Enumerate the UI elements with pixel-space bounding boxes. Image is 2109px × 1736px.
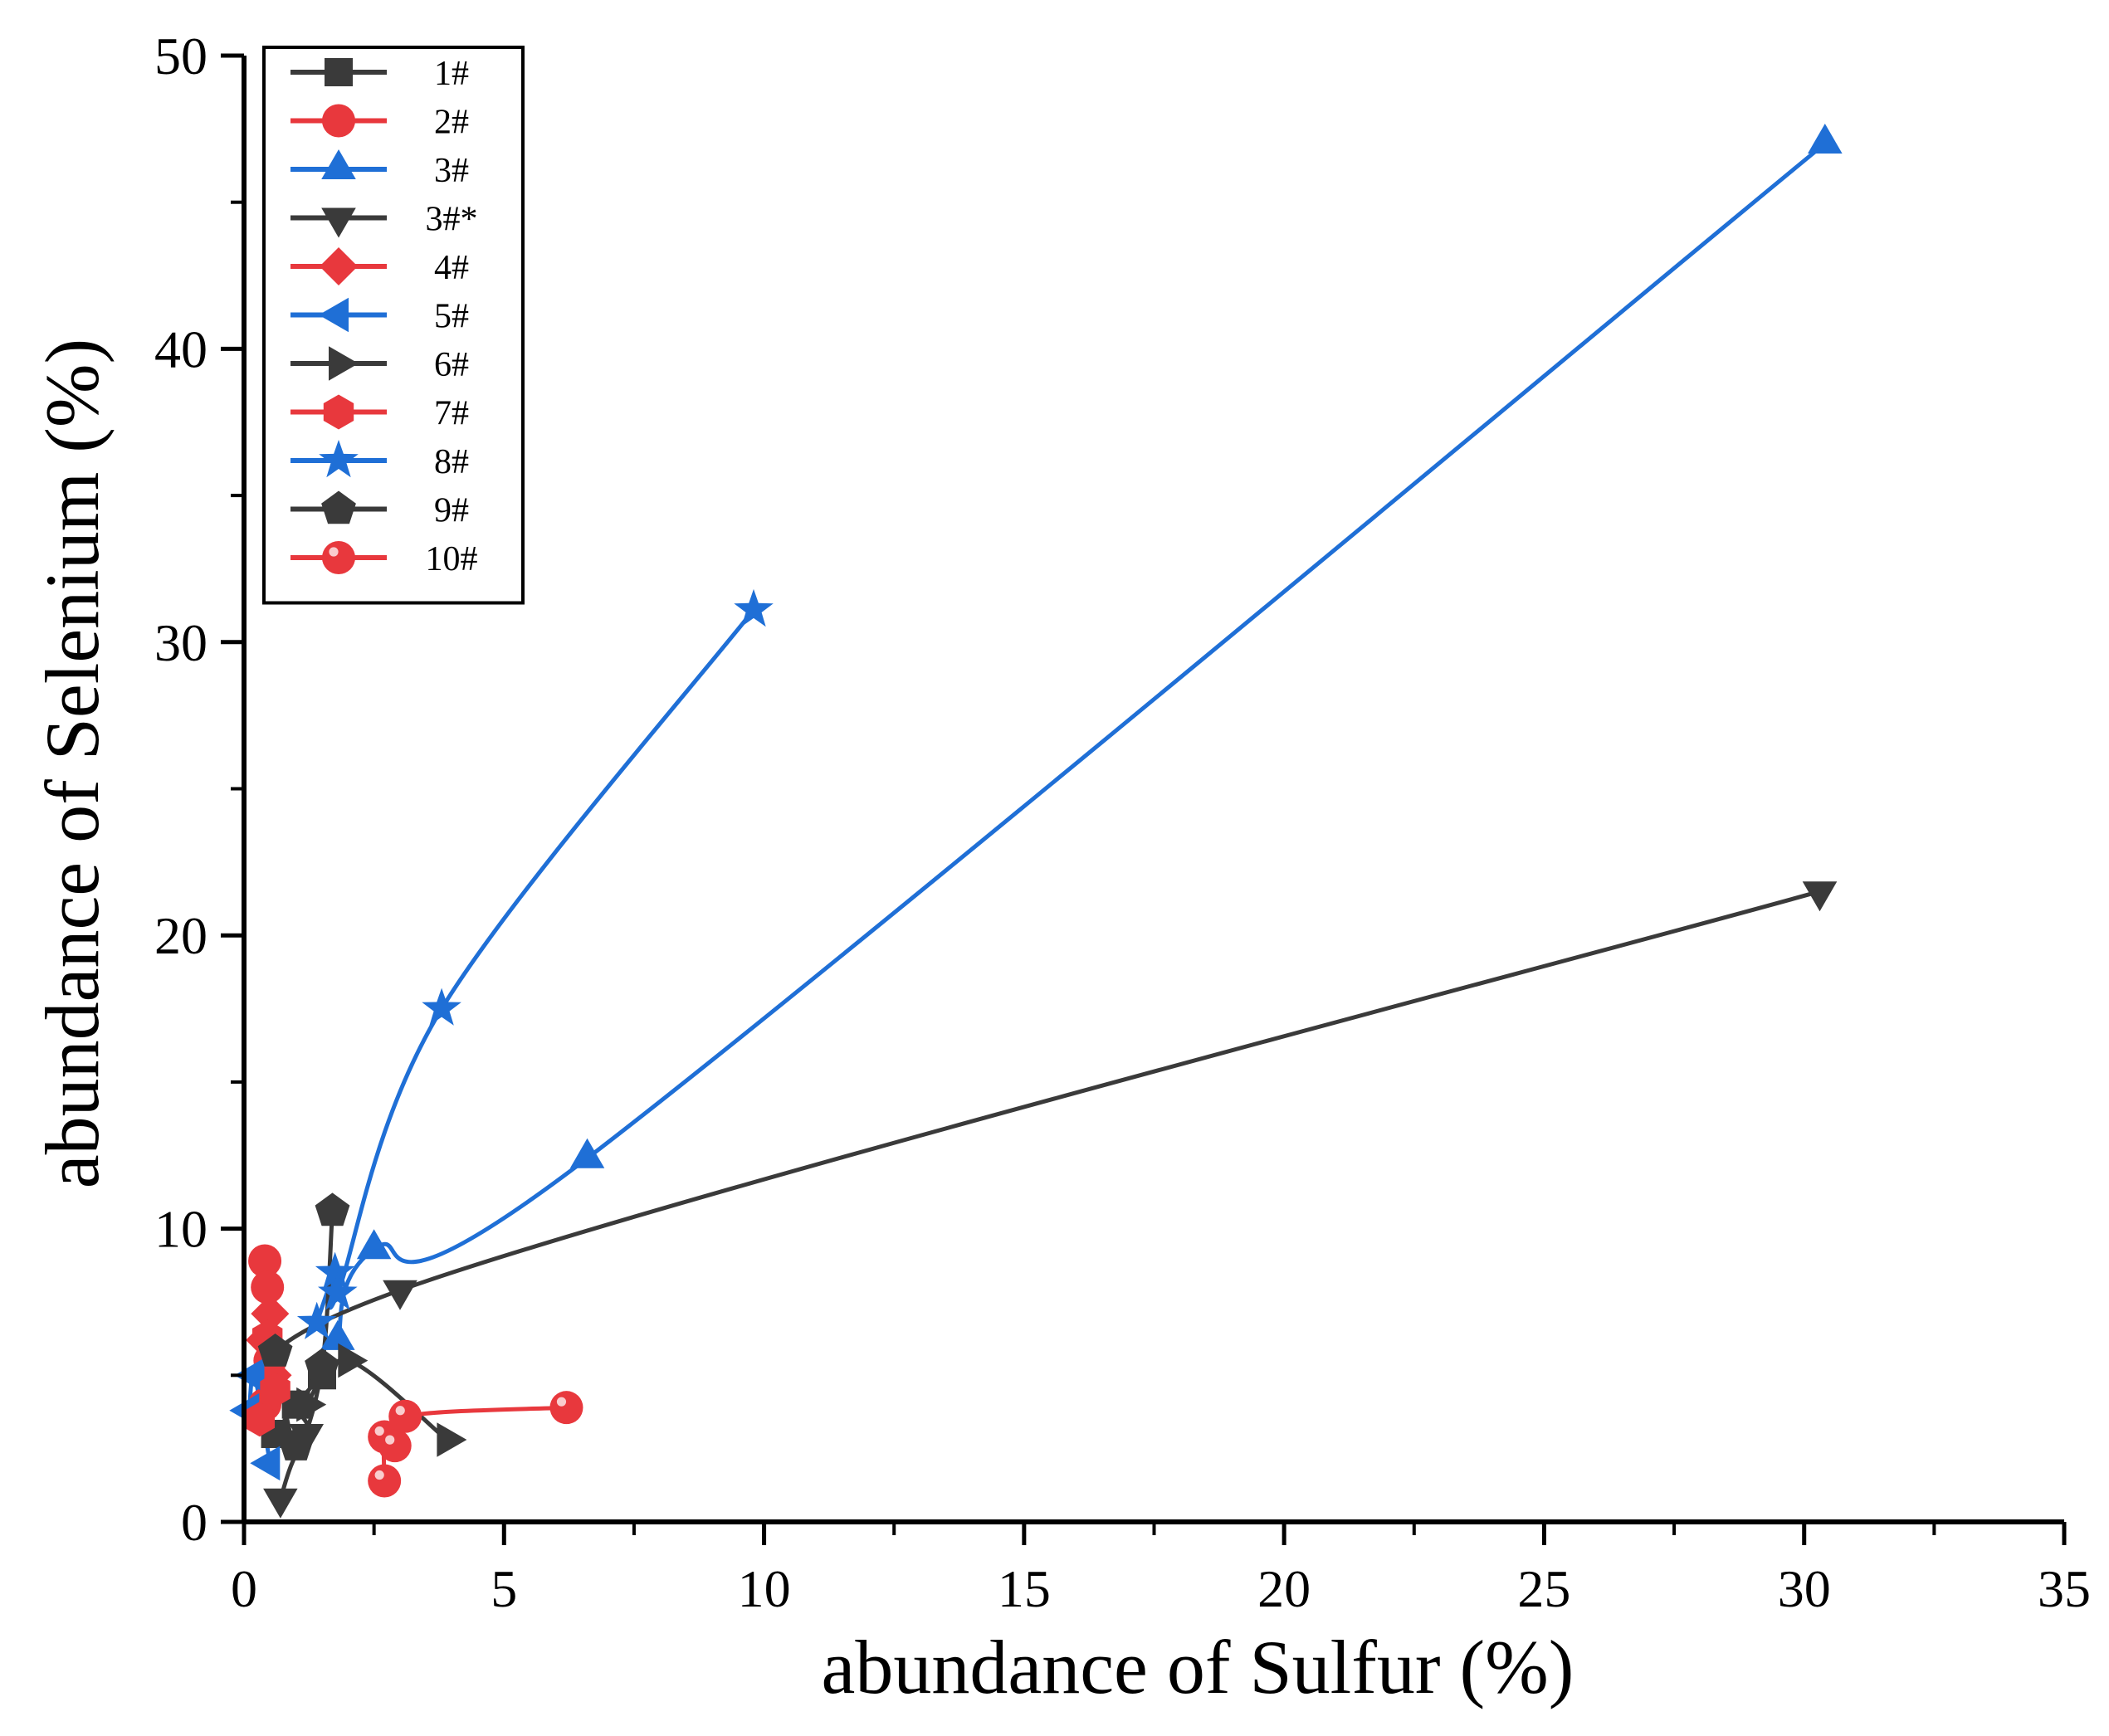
point-9 <box>305 1348 339 1382</box>
point-2 <box>248 1244 282 1278</box>
legend-marker-3star <box>321 207 356 238</box>
x-tick-label: 15 <box>998 1559 1051 1618</box>
legend-label: 10# <box>426 540 478 578</box>
point-10 <box>549 1391 583 1425</box>
ball-body <box>549 1391 583 1425</box>
point-5 <box>234 1358 265 1393</box>
ball-highlight <box>395 1406 405 1416</box>
legend-entry-2: 2# <box>290 104 469 142</box>
point-3 <box>569 1138 605 1168</box>
ball-highlight <box>374 1426 384 1436</box>
legend-label: 7# <box>434 395 469 433</box>
x-axis-title: abundance of Sulfur (%) <box>822 1625 1574 1709</box>
point-6 <box>338 1343 369 1378</box>
legend-entry-10: 10# <box>290 540 478 578</box>
fit-curve-3star <box>261 889 1822 1501</box>
fit-curve-8 <box>315 607 756 1325</box>
x-tick-label: 25 <box>1517 1559 1570 1618</box>
legend-marker-10 <box>322 541 355 574</box>
y-axis-title: abundance of Selenium (%) <box>30 339 115 1188</box>
x-tick-label: 5 <box>491 1559 517 1618</box>
legend-entry-4: 4# <box>290 247 469 287</box>
point-8 <box>296 1301 337 1339</box>
point-8 <box>318 1272 358 1310</box>
legend-marker-9 <box>321 490 356 524</box>
axes: 0 5 10 15 20 25 30 35 0 10 20 30 40 50 <box>154 27 2091 1618</box>
legend-label: 9# <box>434 492 469 530</box>
point-6 <box>296 1387 327 1422</box>
point-3star <box>263 1488 298 1519</box>
legend-label: 6# <box>434 346 469 384</box>
ball-highlight <box>374 1470 384 1480</box>
point-10 <box>378 1429 412 1463</box>
point-6 <box>437 1422 467 1457</box>
legend-marker-1 <box>325 58 353 86</box>
legend-label: 4# <box>434 249 469 287</box>
point-3 <box>356 1229 392 1260</box>
legend-entry-5: 5# <box>290 298 469 336</box>
legend-marker-7 <box>323 394 354 430</box>
point-9 <box>315 1192 350 1226</box>
y-tick-label: 50 <box>154 27 207 85</box>
y-tick-label: 0 <box>181 1493 207 1552</box>
point-7 <box>244 1402 275 1437</box>
point-3star <box>383 1280 417 1310</box>
fit-curve-3 <box>335 141 1828 1343</box>
legend-entry-1: 1# <box>290 55 469 93</box>
y-tick-label: 30 <box>154 613 207 672</box>
ball-highlight <box>385 1435 395 1445</box>
point-8 <box>422 987 461 1026</box>
legend-marker-2 <box>322 104 355 138</box>
legend-marker-8 <box>319 440 359 478</box>
y-tick-label: 10 <box>154 1200 207 1259</box>
ball-highlight <box>329 547 339 557</box>
data-points <box>229 124 1843 1519</box>
point-3 <box>1808 124 1843 154</box>
legend-label: 8# <box>434 443 469 481</box>
legend-entry-8: 8# <box>290 440 469 481</box>
point-10 <box>388 1399 422 1433</box>
point-9 <box>278 1427 314 1460</box>
point-9 <box>257 1334 293 1367</box>
legend-marker-5 <box>319 297 349 333</box>
x-tick-label: 0 <box>231 1559 257 1618</box>
point-10 <box>368 1464 402 1498</box>
legend-marker-3 <box>321 149 356 179</box>
point-8 <box>315 1251 355 1290</box>
point-8 <box>734 588 774 627</box>
y-tick-label: 20 <box>154 906 207 965</box>
legend-box <box>262 46 525 605</box>
x-tick-label: 35 <box>2038 1559 2091 1618</box>
point-2 <box>251 1270 285 1304</box>
point-3 <box>320 1319 355 1350</box>
point-3star <box>1802 881 1838 912</box>
legend-label: 3#* <box>426 201 478 239</box>
legend-entry-3: 3# <box>290 149 469 190</box>
x-tick-label: 10 <box>738 1559 791 1618</box>
x-tick-label: 20 <box>1257 1559 1311 1618</box>
ball-body <box>322 541 355 574</box>
point-4 <box>251 1295 290 1334</box>
legend: 1# 2# 3# 3#* 4# 5# 6# 7# 8# 9# 10# <box>262 46 525 605</box>
x-tick-label: 30 <box>1778 1559 1831 1618</box>
ball-body <box>388 1399 422 1433</box>
legend-entry-7: 7# <box>290 394 469 433</box>
legend-entry-9: 9# <box>290 490 469 530</box>
legend-entry-3star: 3#* <box>290 201 478 239</box>
legend-marker-6 <box>329 346 359 381</box>
point-7 <box>260 1373 290 1407</box>
legend-entry-6: 6# <box>290 346 469 384</box>
legend-label: 1# <box>434 55 469 93</box>
point-5 <box>250 1446 281 1481</box>
legend-label: 5# <box>434 298 469 336</box>
y-tick-label: 40 <box>154 319 207 378</box>
legend-label: 2# <box>434 104 469 142</box>
legend-marker-4 <box>320 247 358 285</box>
ball-body <box>378 1429 412 1463</box>
ball-highlight <box>556 1397 567 1407</box>
legend-label: 3# <box>434 152 469 190</box>
ball-body <box>368 1464 402 1498</box>
